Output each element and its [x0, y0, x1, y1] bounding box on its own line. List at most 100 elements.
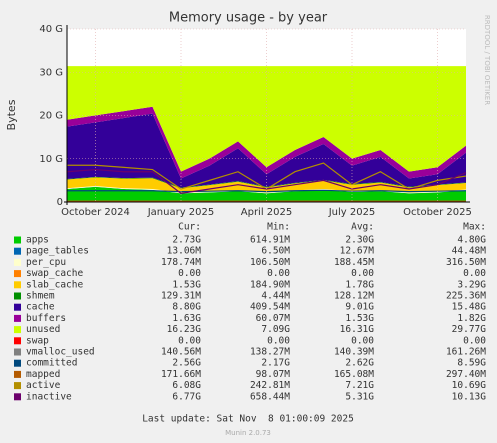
legend-stat: 171.66M [161, 369, 201, 380]
legend-stat: 0.00 [351, 335, 374, 346]
y-axis-label: Bytes [5, 99, 18, 130]
legend-swatch [14, 281, 21, 289]
legend-swatch [14, 348, 21, 356]
legend-stat: 29.77G [452, 324, 487, 335]
legend-header: Cur: [178, 222, 201, 233]
legend-stat: 4.44M [261, 291, 290, 302]
legend-swatch [14, 247, 21, 255]
legend-stat: 7.09G [261, 324, 290, 335]
legend-label: cache [26, 302, 55, 313]
legend-stat: 0.00 [178, 268, 201, 279]
x-tick-label: July 2025 [328, 207, 376, 218]
legend-stat: 316.50M [446, 257, 486, 268]
legend-stat: 140.56M [161, 347, 201, 358]
legend-stat: 409.54M [250, 302, 290, 313]
legend-stat: 6.08G [172, 380, 201, 391]
legend-swatch [14, 359, 21, 367]
legend-label: shmem [26, 291, 55, 302]
legend-label: per_cpu [26, 257, 66, 268]
legend-stat: 2.30G [345, 235, 374, 246]
y-tick-label: 0 [57, 197, 63, 208]
y-tick-label: 20 G [39, 111, 63, 122]
legend-stat: 128.12M [334, 291, 374, 302]
legend-label: swap_cache [26, 268, 83, 279]
legend-label: slab_cache [26, 279, 83, 290]
legend-swatch [14, 337, 21, 345]
legend-label: buffers [26, 313, 66, 324]
legend-stat: 6.77G [172, 391, 201, 402]
legend-stat: 0.00 [267, 335, 290, 346]
legend-stat: 1.53G [345, 313, 374, 324]
legend-label: page_tables [26, 246, 89, 257]
legend-stat: 44.48M [452, 246, 487, 257]
legend-stat: 140.39M [334, 347, 374, 358]
legend-stat: 184.90M [250, 279, 290, 290]
legend-label: mapped [26, 369, 60, 380]
legend-header: Avg: [351, 222, 374, 233]
legend-stat: 3.29G [457, 279, 486, 290]
line [66, 168, 467, 194]
legend-header: Max: [463, 222, 486, 233]
legend-label: committed [26, 358, 77, 369]
legend-stat: 0.00 [267, 268, 290, 279]
legend-swatch [14, 236, 21, 244]
legend-stat: 658.44M [250, 391, 290, 402]
legend-stat: 2.62G [345, 358, 374, 369]
y-tick-label: 30 G [39, 67, 63, 78]
legend-stat: 165.08M [334, 369, 374, 380]
legend-swatch [14, 303, 21, 311]
legend-stat: 129.31M [161, 291, 201, 302]
legend-stat: 98.07M [256, 369, 291, 380]
legend-label: unused [26, 324, 60, 335]
area [67, 177, 466, 193]
footer: Last update: Sat Nov 8 01:00:09 2025 [142, 414, 354, 425]
chart-title: Memory usage - by year [169, 11, 328, 26]
area [67, 113, 466, 188]
legend-swatch [14, 292, 21, 300]
legend-stat: 0.00 [351, 268, 374, 279]
legend-stat: 8.59G [457, 358, 486, 369]
legend-label: active [26, 380, 61, 391]
legend-stat: 1.63G [172, 313, 201, 324]
legend-stat: 106.50M [250, 257, 290, 268]
legend-label: inactive [26, 391, 72, 402]
legend-stat: 614.91M [250, 235, 290, 246]
legend-stat: 2.73G [172, 235, 201, 246]
legend-swatch [14, 314, 21, 322]
legend-swatch [14, 326, 21, 334]
area [67, 66, 466, 172]
legend-header: Min: [267, 222, 290, 233]
legend-swatch [14, 258, 21, 266]
legend-stat: 138.27M [250, 347, 290, 358]
legend-stat: 10.13G [452, 391, 487, 402]
legend-stat: 2.56G [172, 358, 201, 369]
legend-stat: 0.00 [178, 335, 201, 346]
legend-stat: 161.26M [446, 347, 486, 358]
legend-stat: 16.23G [167, 324, 202, 335]
legend-stat: 6.50M [261, 246, 290, 257]
legend-swatch [14, 370, 21, 378]
legend-stat: 0.00 [463, 335, 486, 346]
legend-stat: 1.82G [457, 313, 486, 324]
legend-stat: 225.36M [446, 291, 486, 302]
legend-stat: 8.80G [172, 302, 201, 313]
legend-stat: 1.78G [345, 279, 374, 290]
legend-stat: 1.53G [172, 279, 201, 290]
y-tick-label: 10 G [39, 154, 63, 165]
x-tick-label: April 2025 [241, 207, 292, 218]
x-tick-label: January 2025 [147, 207, 215, 218]
legend-label: apps [26, 235, 49, 246]
legend-stat: 9.01G [345, 302, 374, 313]
legend-swatch [14, 270, 21, 278]
watermark: RRDTOOL / TOBI OETIKER [483, 15, 491, 105]
plot [66, 66, 467, 202]
area [67, 106, 466, 179]
legend-stat: 242.81M [250, 380, 290, 391]
legend-stat: 13.06M [167, 246, 202, 257]
legend-label: vmalloc_used [26, 347, 95, 358]
legend-stat: 60.07M [256, 313, 291, 324]
legend-label: swap [26, 335, 49, 346]
legend-stat: 10.69G [452, 380, 487, 391]
